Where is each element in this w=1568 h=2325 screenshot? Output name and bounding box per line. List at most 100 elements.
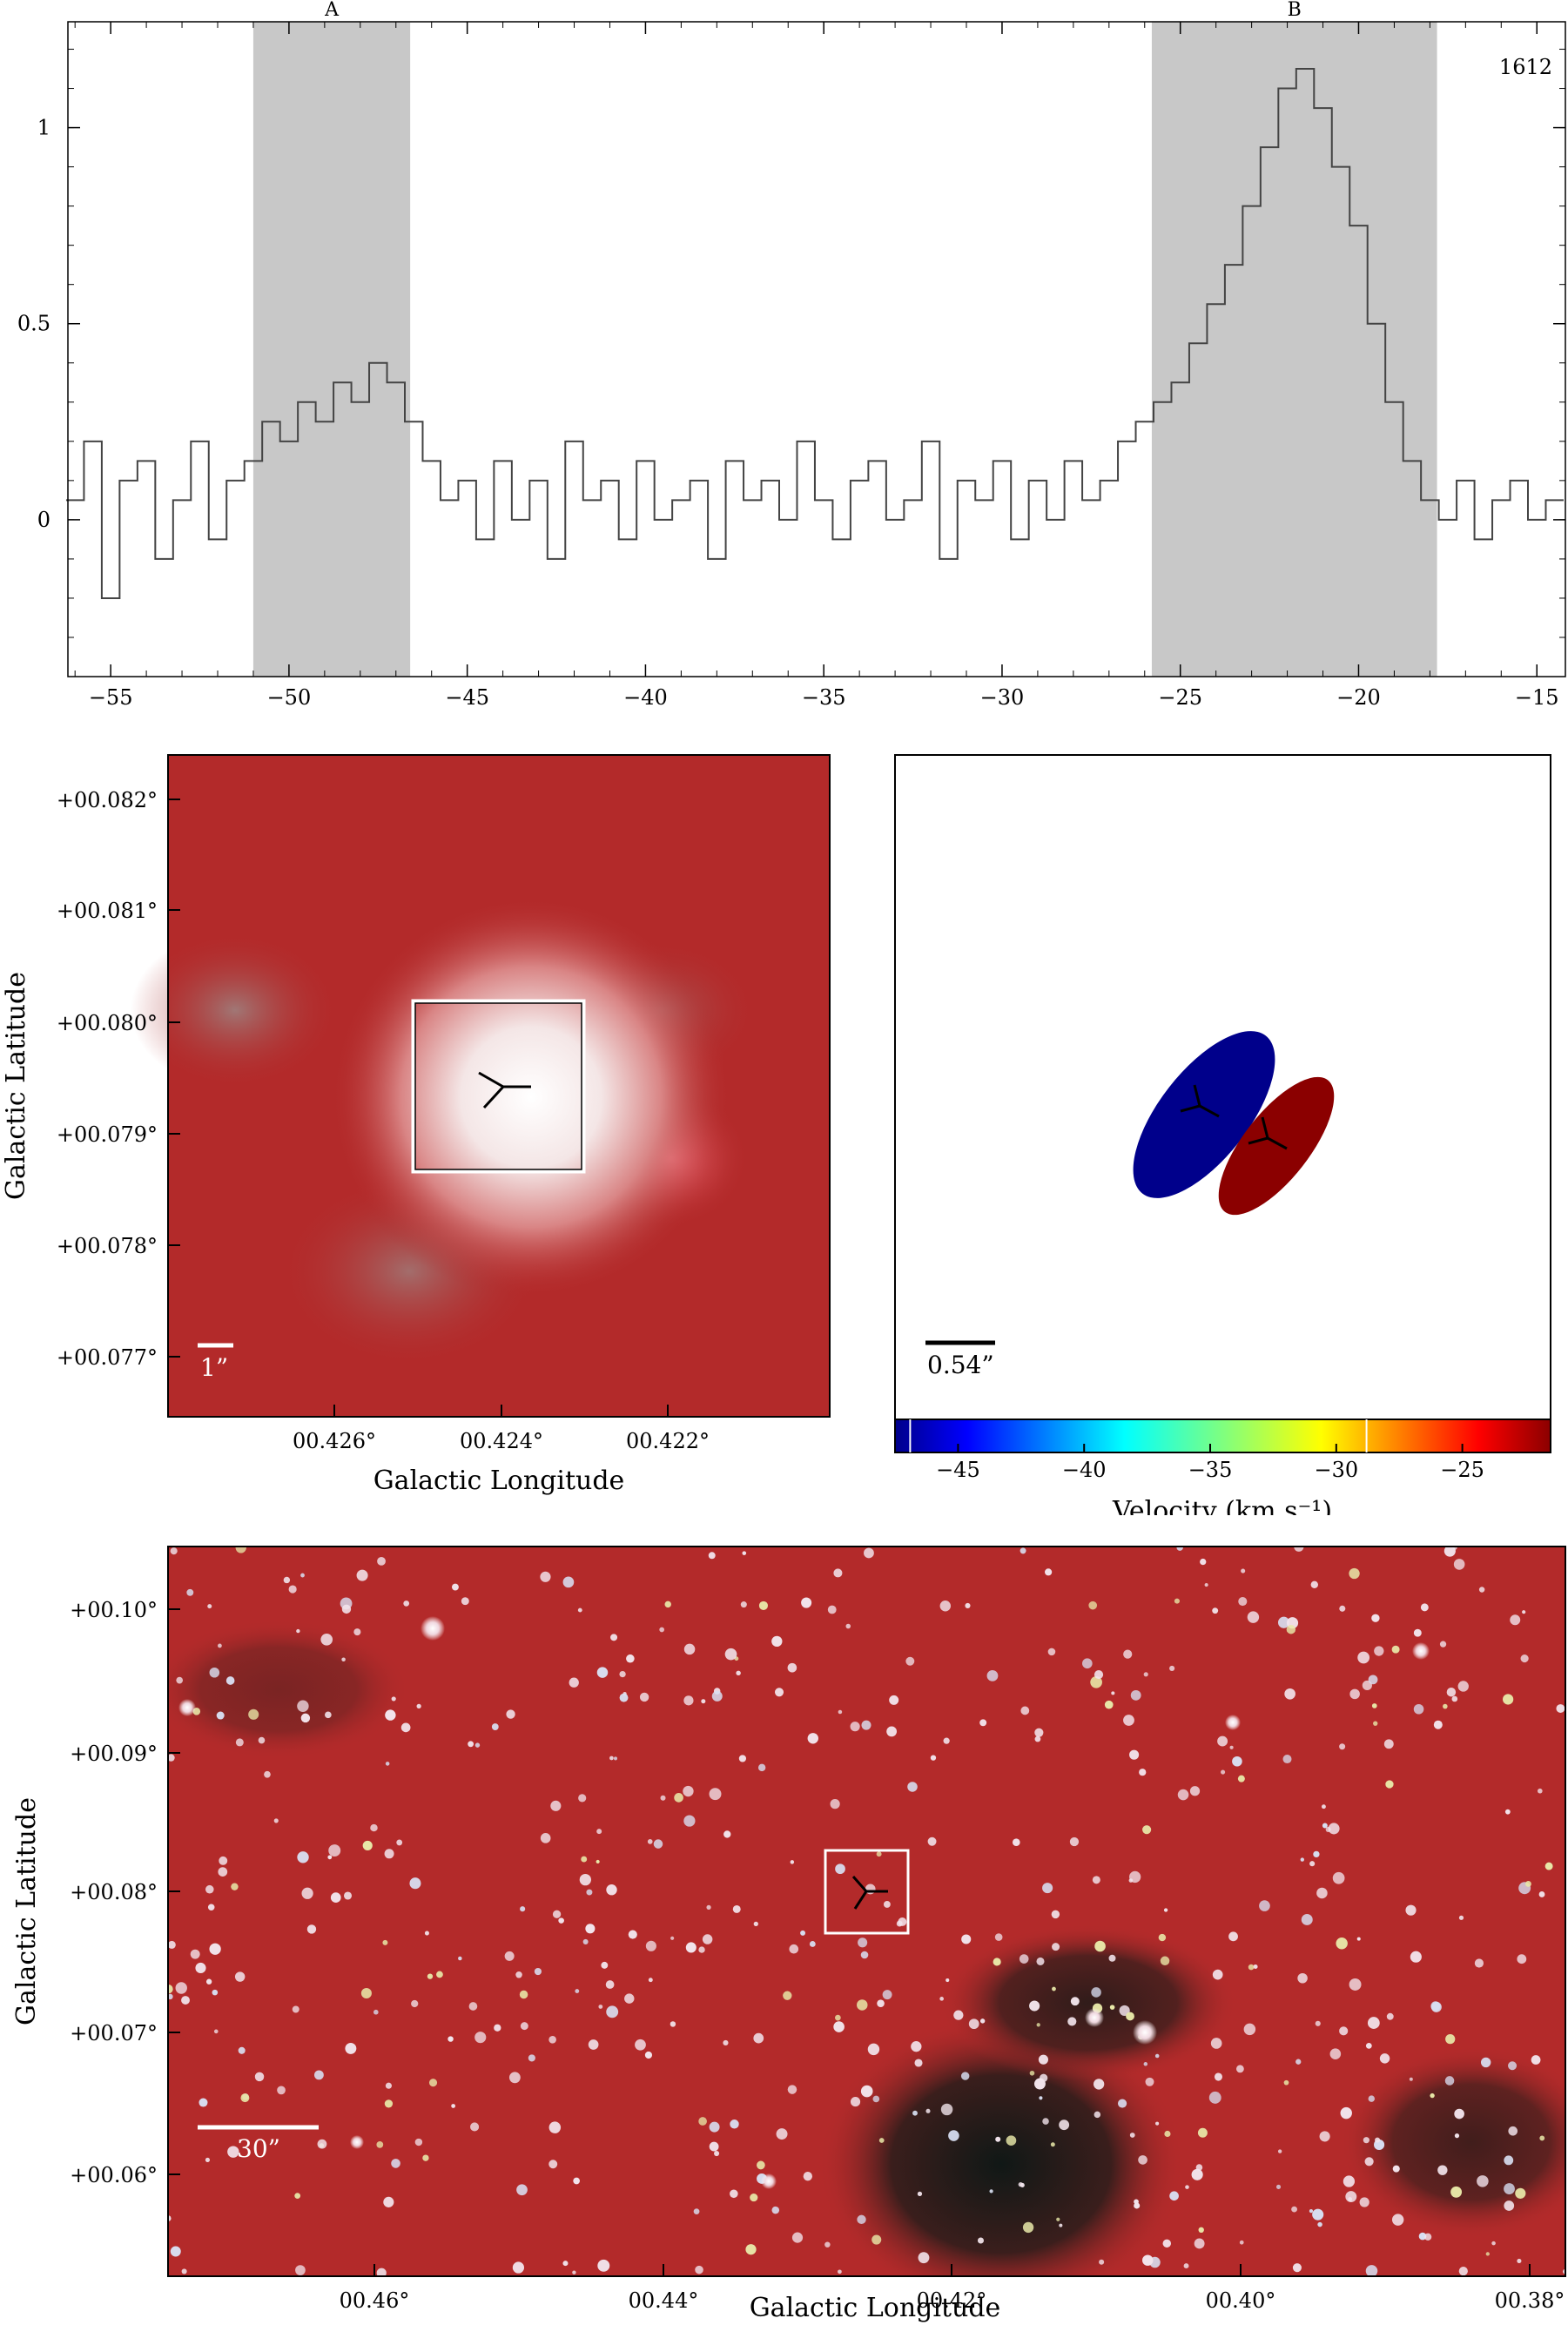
zoom-grey-patch [131,932,340,1088]
star [1277,1616,1290,1628]
blueshifted-ellipse [1133,1031,1275,1198]
star [711,1690,723,1702]
star [1275,2184,1282,2189]
star [800,1930,806,1936]
star [297,1851,309,1863]
star [659,1627,665,1633]
star [227,2146,239,2158]
star [835,1863,845,1875]
star [1379,2053,1390,2064]
star [994,1933,1003,1941]
star [1292,2263,1302,2273]
star [1012,1838,1020,1847]
star [414,2138,423,2146]
star [1123,1649,1133,1659]
star [830,1799,840,1809]
star [1458,1915,1464,1920]
star [1232,1756,1242,1767]
star [807,1733,818,1744]
star [205,2157,210,2163]
spectrum-x-ticks: −55 −50 −45 −40 −35 −30 −25 −20 −15 [74,22,1559,710]
star [619,1693,629,1702]
star [1556,1704,1565,1714]
star [362,1840,373,1851]
star [1409,2077,1413,2081]
star [258,1736,266,1744]
star [664,1601,671,1608]
star [1375,2137,1381,2143]
star [573,2177,581,2185]
star [1539,2135,1545,2141]
star [1348,2197,1353,2201]
star [645,1940,656,1951]
star [494,2024,501,2032]
star [205,1884,214,1894]
star [1423,2233,1432,2241]
spectrum-line [65,68,1564,599]
x-tick-label: 00.424° [460,1429,543,1453]
star [1104,1700,1114,1709]
star [1413,1703,1424,1715]
bright-star [761,2173,777,2189]
y-tick-label: +00.09° [70,1742,158,1766]
star [1405,1904,1417,1916]
star [1313,1850,1320,1858]
star [905,1656,915,1666]
star [670,1936,675,1940]
star [708,1552,716,1560]
star [1094,1940,1106,1952]
star [771,1635,783,1648]
star [730,2189,738,2199]
star [396,1839,403,1846]
star [1544,1862,1553,1870]
wide-frame [167,1546,1566,2277]
star [1458,2266,1468,2276]
star [1391,2214,1404,2226]
star [1204,1583,1208,1587]
star [1374,1646,1384,1656]
star [330,1892,341,1903]
star [1020,1547,1026,1554]
star [1034,1728,1044,1737]
star [384,2099,394,2108]
star [1059,2119,1070,2131]
star [391,1696,396,1702]
star [730,2119,739,2129]
star [1229,1745,1234,1749]
star [1339,2026,1349,2036]
colorbar-tick-label: −45 [936,1458,980,1482]
star [1185,2185,1189,2189]
star [1520,1654,1529,1663]
star [877,1999,885,2007]
star [373,2009,379,2015]
y-tick-label: +00.082° [57,788,158,812]
x-tick-label: 00.42° [917,2288,987,2313]
star [508,2072,521,2084]
star [683,1695,694,1706]
star [1239,2240,1244,2245]
star [1538,1891,1545,1897]
star [860,2085,873,2098]
zoom-x-ticks: 00.426° 00.424° 00.422° [293,1405,710,1453]
star [578,1794,587,1803]
star [757,1763,766,1772]
star [598,2005,603,2009]
star [628,1930,637,1939]
star [1363,2137,1369,2144]
wide-selection-box [824,1849,910,1935]
star [601,1961,609,1969]
y-tick-label: +00.077° [57,1345,158,1370]
star [341,1657,346,1662]
zoom-source-glow [331,897,731,1297]
star [528,2054,535,2062]
star [860,1951,869,1959]
star [723,1830,731,1838]
star [977,2237,985,2244]
y-tick-label: 0 [37,508,50,532]
star [209,1943,221,1955]
star [1453,1559,1465,1570]
star [1108,1954,1116,1962]
x-tick-label: 00.38° [1495,2288,1565,2313]
star [1525,1881,1531,1887]
spectrum-frame [67,21,1566,677]
